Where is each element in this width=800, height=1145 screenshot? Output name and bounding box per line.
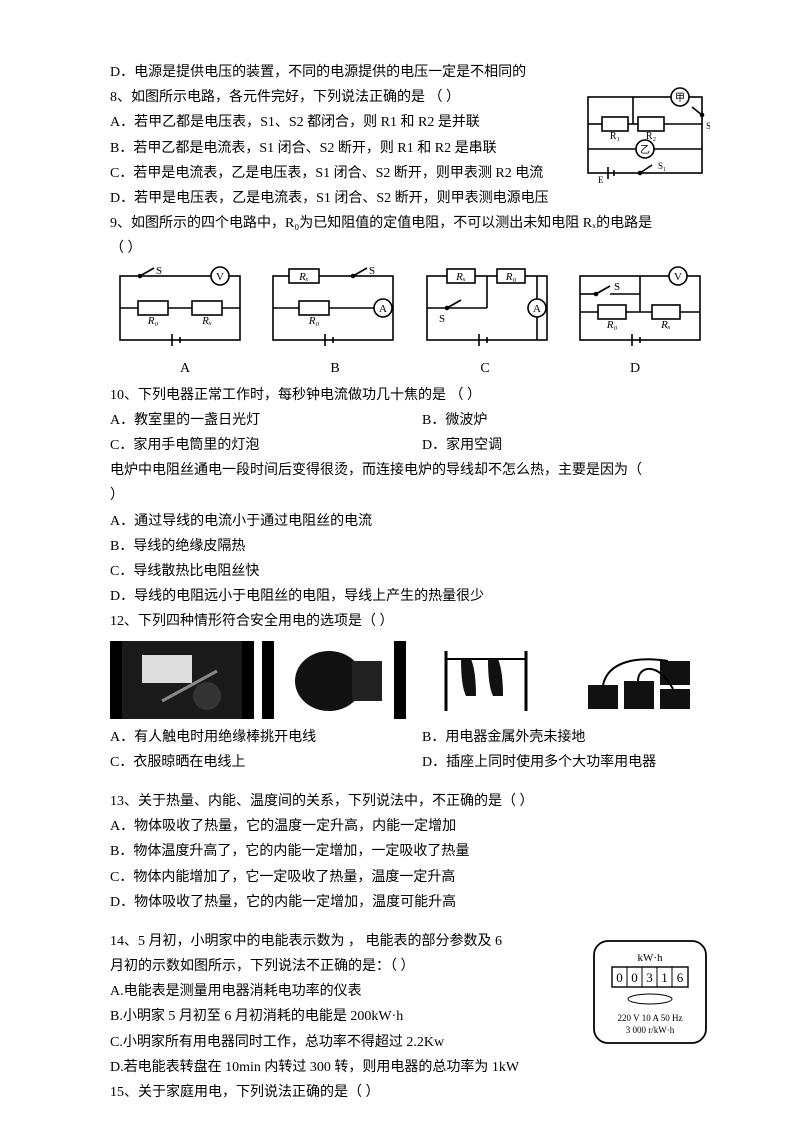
- q12-b: B．用电器金属外壳未接地: [422, 725, 585, 750]
- q10-c: C．家用手电筒里的灯泡: [110, 433, 422, 458]
- q14-d: D.若电能表转盘在 10min 内转过 300 转，则用电器的总功率为 1kW: [110, 1055, 710, 1080]
- q15-stem: 15、关于家庭用电，下列说法正确的是（ ）: [110, 1080, 710, 1105]
- q13-c: C．物体内能增加了，它一定吸收了热量，温度一定升高: [110, 865, 710, 890]
- q13-stem: 13、关于热量、内能、温度间的关系，下列说法中，不正确的是（ ）: [110, 789, 710, 814]
- svg-text:kW·h: kW·h: [637, 952, 663, 964]
- q12-stem: 12、下列四种情形符合安全用电的选项是（ ）: [110, 609, 710, 634]
- q12-img-d: [566, 641, 710, 719]
- svg-text:Rₓ: Rₓ: [298, 271, 309, 283]
- q12-img-a: [110, 641, 254, 719]
- q9-stem2: （ ）: [110, 236, 710, 261]
- svg-text:乙: 乙: [640, 144, 650, 156]
- svg-text:R₀: R₀: [504, 271, 516, 283]
- q12-img-c: [414, 641, 558, 719]
- svg-text:A: A: [379, 303, 387, 315]
- svg-text:R₂: R₂: [646, 131, 656, 142]
- svg-text:A: A: [533, 303, 541, 315]
- q12-row1: A．有人触电时用绝缘棒挑开电线 B．用电器金属外壳未接地: [110, 725, 710, 750]
- svg-text:Rₓ: Rₓ: [455, 271, 466, 283]
- svg-text:甲: 甲: [675, 93, 685, 104]
- q12-row2: C．衣服晾晒在电线上 D．插座上同时使用多个大功率用电器: [110, 750, 710, 775]
- q10-stem: 10、下列电器正常工作时，每秒钟电流做功几十焦的是 （ ）: [110, 383, 710, 408]
- svg-text:6: 6: [677, 970, 684, 985]
- q10-row2: C．家用手电筒里的灯泡 D．家用空调: [110, 433, 710, 458]
- q9-circuit-d: V S R₀ Rₓ: [570, 266, 710, 354]
- svg-text:0: 0: [631, 970, 638, 985]
- q9-circuit-c: Rₓ R₀ S A: [417, 266, 557, 354]
- svg-text:S: S: [369, 266, 375, 277]
- q8-block: 甲 乙 R₁ R₂ S₂ S₁ E 8、如图所示电路，各元件完好，下列说法正确的…: [110, 85, 710, 211]
- q12-images: [110, 641, 710, 719]
- q11-b: B．导线的绝缘皮隔热: [110, 534, 710, 559]
- q12-a: A．有人触电时用绝缘棒挑开电线: [110, 725, 422, 750]
- q9-circuit-b: Rₓ S R₀ A: [263, 266, 403, 354]
- q12-c: C．衣服晾晒在电线上: [110, 750, 422, 775]
- q9-labels: A B C D: [110, 356, 710, 381]
- q10-b: B．微波炉: [422, 408, 487, 433]
- q13-a: A．物体吸收了热量，它的温度一定升高，内能一定增加: [110, 814, 710, 839]
- svg-text:R₀: R₀: [606, 319, 618, 331]
- svg-text:Rₓ: Rₓ: [201, 315, 212, 327]
- svg-text:1: 1: [661, 970, 668, 985]
- svg-text:S₁: S₁: [658, 161, 666, 171]
- q11-c: C．导线散热比电阻丝快: [110, 559, 710, 584]
- svg-text:220 V 10 A 50 Hz: 220 V 10 A 50 Hz: [618, 1013, 683, 1023]
- q9-label-b: B: [260, 356, 410, 381]
- q12-img-b: [262, 641, 406, 719]
- q10-row1: A．教室里的一盏日光灯 B．微波炉: [110, 408, 710, 433]
- svg-text:3 000 r/kW·h: 3 000 r/kW·h: [626, 1025, 675, 1035]
- q14-meter: kW·h 0 0 3 1 6 220 V 10 A 50 Hz 3 000 r/…: [590, 937, 710, 1047]
- q9-circuits: S V R₀ Rₓ Rₓ S R₀ A: [110, 266, 710, 354]
- q13-d: D．物体吸收了热量，它的内能一定增加，温度可能升高: [110, 890, 710, 915]
- svg-text:S: S: [439, 313, 445, 325]
- svg-text:S: S: [614, 281, 620, 293]
- q11-a: A．通过导线的电流小于通过电阻丝的电流: [110, 509, 710, 534]
- q9-circuit-a: S V R₀ Rₓ: [110, 266, 250, 354]
- q11-stem2: ）: [110, 483, 710, 508]
- svg-text:Rₓ: Rₓ: [660, 319, 671, 331]
- svg-text:R₁: R₁: [610, 131, 620, 142]
- svg-text:R₀: R₀: [308, 315, 320, 327]
- q13-b: B．物体温度升高了，它的内能一定增加，一定吸收了热量: [110, 839, 710, 864]
- q8-d: D．若甲是电压表，乙是电流表，S1 闭合、S2 断开，则甲表测电源电压: [110, 186, 710, 211]
- svg-text:0: 0: [616, 970, 623, 985]
- q8-circuit: 甲 乙 R₁ R₂ S₂ S₁ E: [580, 85, 710, 185]
- q11-stem1: 电炉中电阻丝通电一段时间后变得很烫，而连接电炉的导线却不怎么热，主要是因为（: [110, 458, 710, 483]
- q9-label-a: A: [110, 356, 260, 381]
- svg-text:3: 3: [646, 970, 653, 985]
- q9-label-c: C: [410, 356, 560, 381]
- q10-d: D．家用空调: [422, 433, 502, 458]
- q11-d: D．导线的电阻远小于电阻丝的电阻，导线上产生的热量很少: [110, 584, 710, 609]
- svg-text:V: V: [674, 271, 682, 283]
- q12-d: D．插座上同时使用多个大功率用电器: [422, 750, 656, 775]
- svg-text:S: S: [156, 266, 162, 277]
- svg-text:R₀: R₀: [147, 315, 159, 327]
- svg-text:E: E: [598, 175, 604, 185]
- q9-stem1: 9、如图所示的四个电路中，R₀为已知阻值的定值电阻，不可以测出未知电阻 Rₓ的电…: [110, 211, 710, 236]
- q10-a: A．教室里的一盏日光灯: [110, 408, 422, 433]
- svg-text:V: V: [216, 271, 224, 283]
- q14-block: kW·h 0 0 3 1 6 220 V 10 A 50 Hz 3 000 r/…: [110, 929, 710, 1105]
- q9-label-d: D: [560, 356, 710, 381]
- q-d-option: D．电源是提供电压的装置，不同的电源提供的电压一定是不相同的: [110, 60, 710, 85]
- svg-text:S₂: S₂: [706, 121, 710, 131]
